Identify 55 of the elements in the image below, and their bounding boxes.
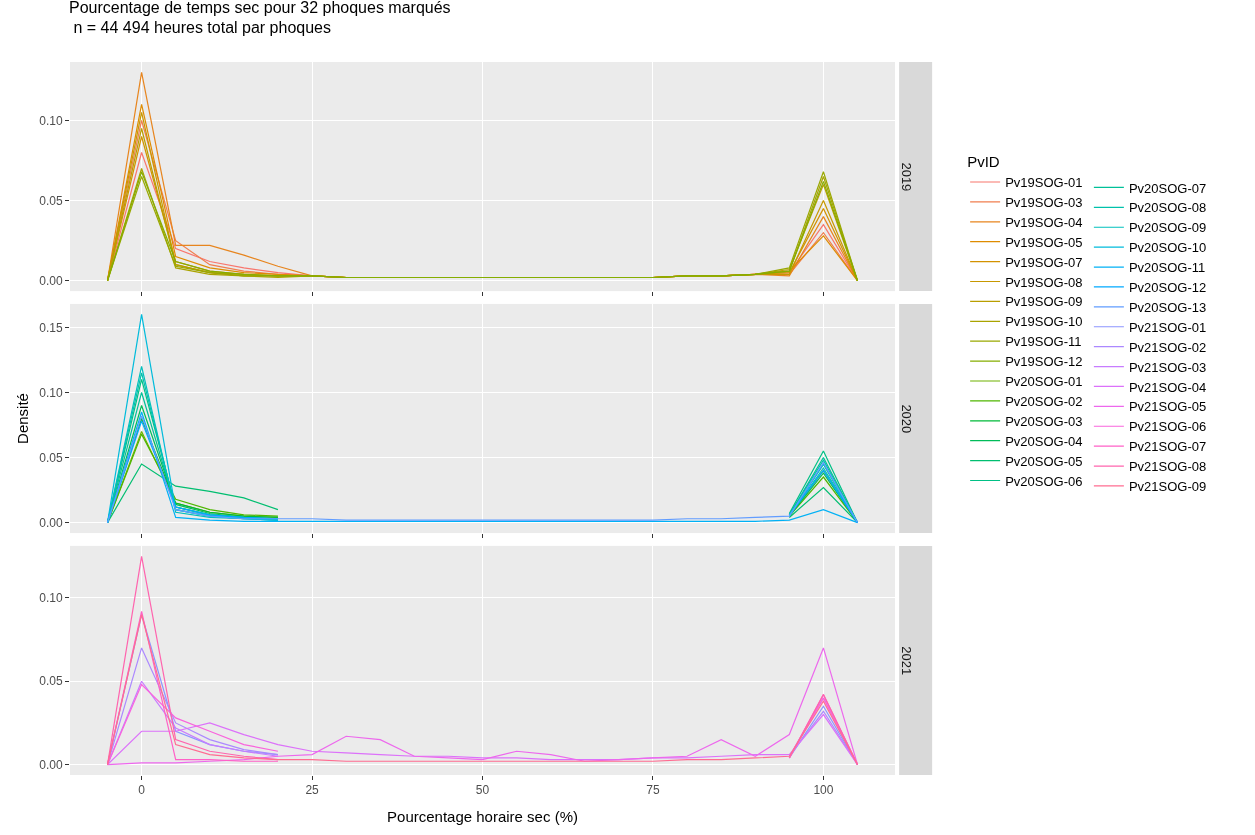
legend-label: Pv19SOG-12	[1005, 354, 1083, 370]
text: 2021	[898, 646, 914, 676]
legend-label: Pv19SOG-01	[1005, 175, 1083, 191]
text: 2020	[898, 404, 914, 434]
legend-label: Pv19SOG-09	[1005, 294, 1083, 310]
y-tick-label: 0.10	[39, 113, 63, 128]
y-tick-label: 0.00	[39, 515, 63, 530]
y-tick-label: 0.05	[39, 193, 63, 208]
x-axis-title: Pourcentage horaire sec (%)	[387, 808, 578, 826]
legend-label: Pv21SOG-01	[1128, 319, 1207, 335]
y-tick-label: 0.05	[39, 674, 63, 689]
y-axis-title: Densité	[14, 393, 32, 444]
y-tick-label: 0.00	[39, 273, 63, 288]
legend-label: Pv20SOG-13	[1128, 299, 1207, 315]
legend-label: Pv19SOG-08	[1005, 274, 1083, 290]
legend-label: Pv19SOG-11	[1005, 334, 1082, 350]
x-tick-label: 25	[305, 783, 320, 798]
legend-label: Pv20SOG-04	[1005, 433, 1083, 449]
legend-label: Pv20SOG-10	[1128, 240, 1207, 256]
legend-label: Pv21SOG-09	[1128, 479, 1207, 495]
chart-subtitle: n = 44 494 heures total par phoques	[69, 19, 332, 37]
legend-label: Pv20SOG-08	[1128, 200, 1207, 216]
y-tick-label: 0.10	[39, 385, 63, 400]
x-tick-label: 100	[813, 783, 834, 798]
legend-label: Pv19SOG-07	[1005, 254, 1083, 270]
legend-label: Pv19SOG-10	[1005, 314, 1083, 330]
legend-label: Pv20SOG-01	[1005, 374, 1083, 390]
y-tick-label: 0.10	[39, 591, 63, 606]
legend-label: Pv20SOG-06	[1005, 473, 1083, 489]
x-tick-label: 50	[475, 783, 490, 798]
y-tick-label: 0.05	[39, 450, 63, 465]
legend-label: Pv21SOG-04	[1128, 379, 1207, 395]
legend-label: Pv21SOG-08	[1128, 459, 1207, 475]
legend-label: Pv19SOG-03	[1005, 194, 1083, 210]
y-tick-label: 0.15	[39, 320, 63, 335]
legend-label: Pv20SOG-07	[1128, 180, 1207, 196]
legend-label: Pv20SOG-09	[1128, 220, 1207, 236]
legend-title: PvID	[967, 153, 1000, 171]
legend-label: Pv21SOG-06	[1128, 419, 1207, 435]
legend-label: Pv19SOG-05	[1005, 234, 1083, 250]
legend-label: Pv20SOG-02	[1005, 393, 1083, 409]
x-tick-label: 0	[138, 783, 146, 798]
y-tick-label: 0.00	[39, 757, 63, 772]
chart-title: Pourcentage de temps sec pour 32 phoques marqués	[69, 0, 451, 16]
legend-label: Pv21SOG-03	[1128, 359, 1207, 375]
x-tick-label: 75	[646, 783, 660, 798]
legend-label: Pv21SOG-05	[1128, 399, 1207, 415]
legend-label: Pv21SOG-07	[1128, 439, 1207, 455]
legend-label: Pv20SOG-11	[1128, 260, 1206, 276]
legend-label: Pv20SOG-05	[1005, 453, 1083, 469]
legend-label: Pv20SOG-12	[1128, 280, 1207, 296]
legend-label: Pv21SOG-02	[1128, 339, 1207, 355]
legend-label: Pv19SOG-04	[1005, 214, 1083, 230]
legend-label: Pv20SOG-03	[1005, 413, 1083, 429]
text: 2019	[898, 162, 914, 192]
